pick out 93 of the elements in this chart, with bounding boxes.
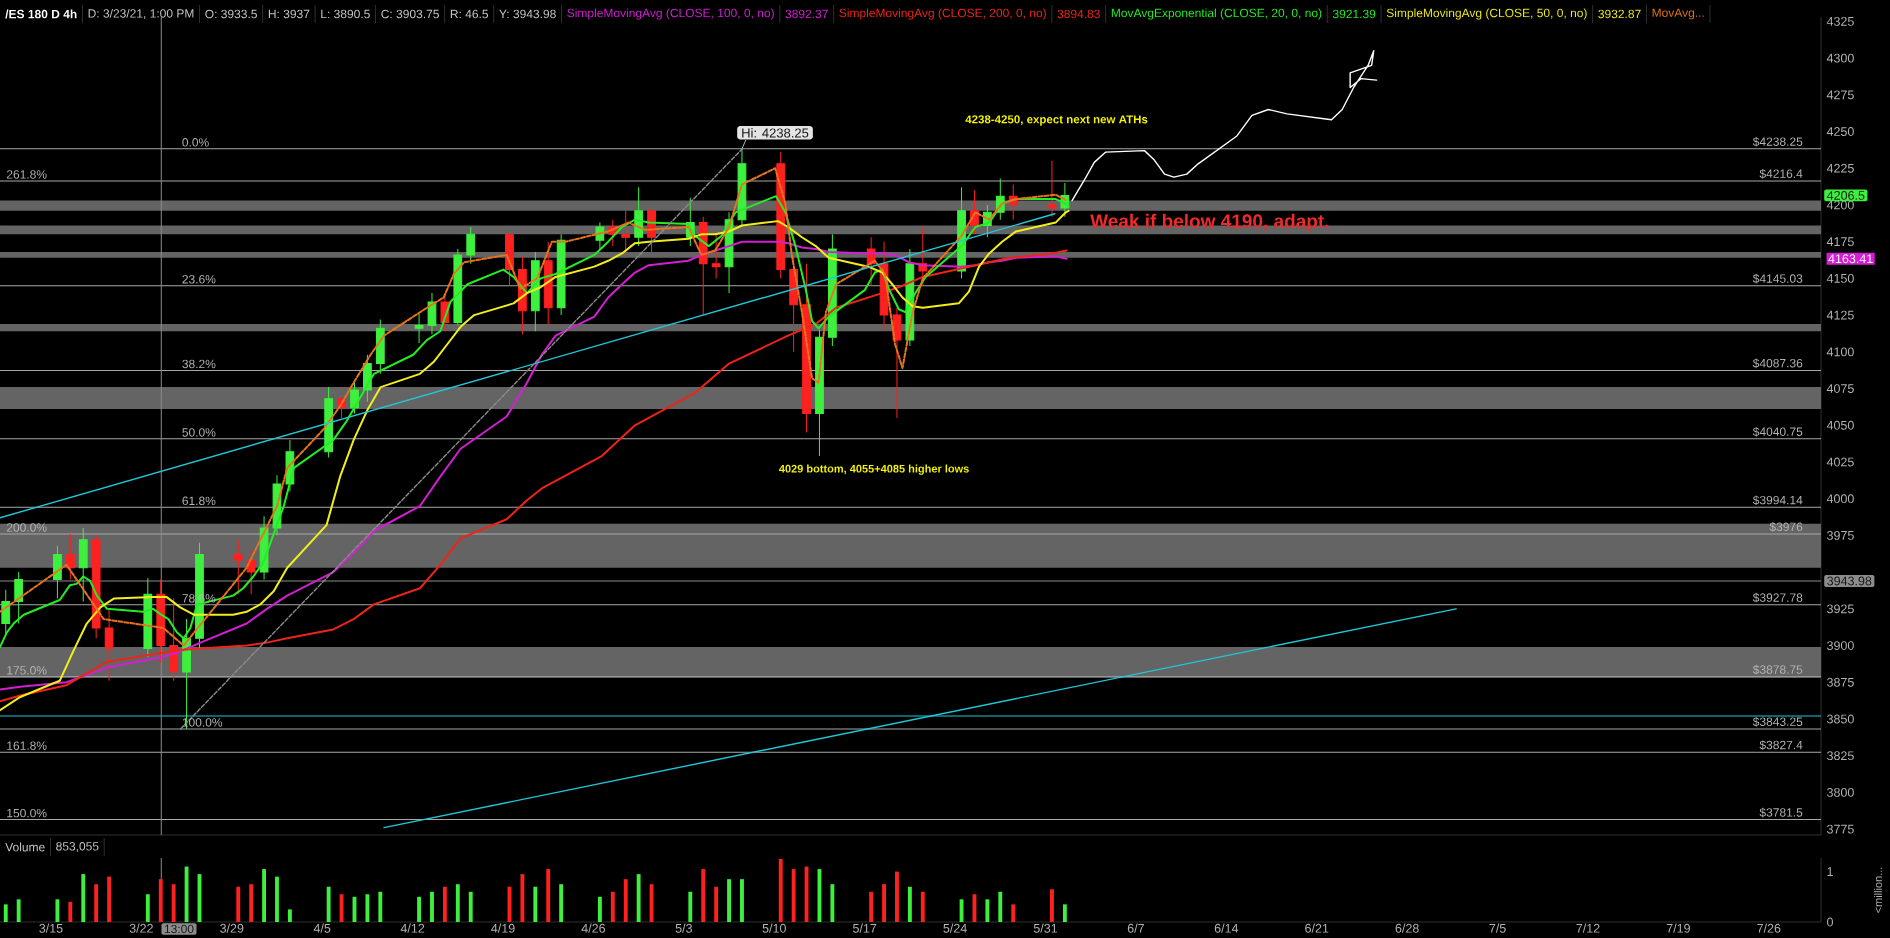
x-tick-label: 3/15	[39, 923, 63, 933]
y-tick-label: 4025	[1826, 457, 1854, 467]
text: SimpleMovingAvg (CLOSE, 50, 0, no)	[1386, 8, 1587, 20]
x-tick-label: 3/29	[220, 923, 244, 933]
text: 4206.5	[1826, 191, 1865, 200]
annotation: 0.0%	[182, 138, 209, 147]
annotation: O: 3933.5	[205, 9, 257, 19]
text: SimpleMovingAvg (CLOSE, 100, 0, no)	[567, 8, 774, 20]
y-tick-label: 4300	[1826, 53, 1854, 63]
text: SimpleMovingAvg (CLOSE, 200, 0, no)	[839, 8, 1046, 20]
y-tick-label: 4075	[1826, 384, 1854, 393]
ref-line-label: $4087.36	[1752, 358, 1803, 369]
y-tick-label: 3850	[1827, 714, 1854, 724]
annotation: 150.0%	[7, 808, 47, 818]
annotation: L: 3890.5	[321, 9, 370, 19]
x-tick-label: 7/12	[1576, 923, 1600, 933]
x-tick-label: 4/26	[581, 923, 606, 933]
x-tick-label: 3/22	[129, 923, 153, 933]
ref-line-label: $3927.78	[1752, 592, 1803, 603]
ref-line-label: $3878.75	[1752, 664, 1803, 675]
x-tick-label: 4/5	[313, 923, 331, 933]
x-tick-label: 5/10	[762, 923, 786, 933]
annotation: 4029 bottom, 4055+4085 higher lows	[779, 464, 969, 475]
x-tick-label: 4/12	[400, 923, 425, 933]
annotation: 38.2%	[182, 359, 216, 369]
annotation: 161.8%	[7, 741, 47, 750]
y-tick-label: 3825	[1827, 751, 1854, 761]
x-tick-label: 6/7	[1127, 923, 1144, 933]
y-tick-label: 4125	[1826, 310, 1854, 320]
annotation: 261.8%	[6, 170, 47, 179]
x-tick-label: 7/5	[1489, 923, 1506, 933]
annotation: Weak if below 4190, adapt.	[1090, 213, 1329, 232]
x-tick-label: 6/28	[1395, 923, 1419, 933]
annotation: Y: 3943.98	[499, 9, 556, 19]
y-tick-label: 4200	[1826, 200, 1854, 210]
annotation: D: 3/23/21, 1:00 PM	[88, 8, 194, 20]
x-tick-label: 5/31	[1033, 923, 1058, 933]
annotation: 3932.87	[1598, 9, 1641, 19]
y-tick-label: 3900	[1827, 641, 1854, 650]
chart-title: Volume	[5, 842, 45, 852]
annotation: 61.8%	[182, 496, 216, 506]
text: 853,055	[56, 842, 99, 852]
y-tick-label: 4000	[1826, 494, 1854, 504]
y-tick-label: 1	[1827, 867, 1833, 876]
y-tick-label: 3800	[1827, 787, 1854, 797]
annotation: 4238-4250, expect next new ATHs	[965, 115, 1148, 126]
ref-line-label: $4145.03	[1752, 273, 1803, 284]
y-axis-title: <million...	[1873, 867, 1883, 913]
annotation: 175.0%	[7, 666, 47, 675]
text: MovAvg...	[1652, 8, 1704, 20]
annotation: 50.0%	[182, 428, 216, 437]
ref-line-label: $3994.14	[1752, 495, 1803, 506]
y-tick-label: 4050	[1826, 420, 1854, 430]
y-tick-label: 4163.41	[1828, 254, 1873, 264]
y-tick-label: 4175	[1826, 237, 1854, 247]
x-tick-label: 4/19	[491, 923, 515, 933]
ref-line-label: $3827.4	[1759, 740, 1803, 750]
y-tick-label: 3975	[1827, 530, 1854, 540]
ref-line-label: $4238.25	[1752, 136, 1803, 147]
x-tick-label: 7/19	[1666, 923, 1690, 933]
y-tick-label: 3925	[1827, 604, 1854, 614]
y-tick-label: 4325	[1826, 16, 1854, 26]
x-tick-label: 7/26	[1757, 923, 1781, 933]
ref-line-label: $3843.25	[1752, 716, 1803, 727]
ref-line-label: $3781.5	[1759, 807, 1803, 818]
x-tick-label: 6/14	[1214, 923, 1239, 933]
ref-line-label: $3976	[1769, 522, 1803, 532]
y-tick-label: 4225	[1826, 163, 1854, 173]
ref-line-label: 13:00	[164, 924, 194, 934]
x-tick-label: 5/24	[943, 923, 967, 933]
x-tick-label: 5/17	[853, 923, 877, 933]
y-tick-label: 4100	[1826, 347, 1854, 357]
text: Hi: 4238.25	[742, 128, 809, 138]
x-tick-label: 6/21	[1305, 923, 1329, 933]
annotation: 3921.39	[1332, 9, 1376, 19]
y-tick-label: 4275	[1826, 90, 1854, 100]
y-tick-label: 4150	[1826, 273, 1854, 283]
ref-line-label: $4216.4	[1759, 168, 1803, 179]
annotation: R: 46.5	[450, 9, 489, 19]
annotation: 3892.37	[785, 9, 828, 19]
text: MovAvgExponential (CLOSE, 20, 0, no)	[1111, 8, 1322, 20]
y-tick-label: 3775	[1827, 824, 1854, 834]
ref-line-label: 3943.98	[1827, 576, 1872, 586]
y-tick-label: 3875	[1827, 677, 1854, 687]
annotation: C: 3903.75	[381, 9, 439, 19]
annotation: H: 3937	[268, 9, 310, 19]
x-tick-label: 5/3	[675, 923, 692, 933]
y-tick-label: 0	[1827, 917, 1833, 927]
chart-title: /ES 180 D 4h	[5, 9, 77, 19]
annotation: 23.6%	[182, 275, 216, 284]
annotation: 3894.83	[1057, 9, 1100, 19]
y-tick-label: 4250	[1826, 127, 1854, 136]
ref-line-label: $4040.75	[1752, 426, 1803, 437]
